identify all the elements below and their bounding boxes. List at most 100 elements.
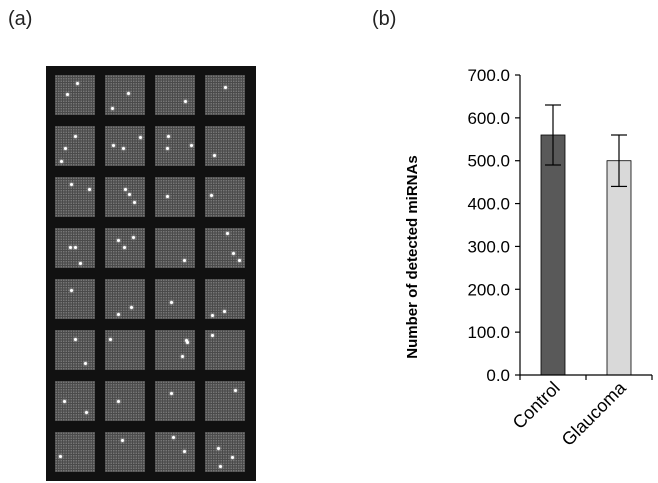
array-spot xyxy=(213,154,216,157)
bar-glaucoma xyxy=(606,160,632,376)
array-spot xyxy=(210,194,213,197)
array-block xyxy=(105,381,145,421)
y-tick-label: 600.0 xyxy=(467,109,510,128)
array-spot xyxy=(130,306,133,309)
array-spot xyxy=(121,439,124,442)
array-spot xyxy=(117,313,120,316)
array-spot xyxy=(183,450,186,453)
array-spot xyxy=(217,447,220,450)
array-block xyxy=(155,177,195,217)
array-spot xyxy=(84,362,87,365)
array-spot xyxy=(123,246,126,249)
array-spot xyxy=(186,341,189,344)
array-spot xyxy=(117,239,120,242)
array-spot xyxy=(211,314,214,317)
array-spot xyxy=(70,183,73,186)
array-spot xyxy=(63,400,66,403)
array-spot xyxy=(60,160,63,163)
array-spot xyxy=(223,310,226,313)
array-block xyxy=(205,126,245,166)
array-block xyxy=(205,330,245,370)
array-spot xyxy=(124,188,127,191)
array-block xyxy=(55,330,95,370)
array-block xyxy=(55,75,95,115)
array-spot xyxy=(85,411,88,414)
array-spot xyxy=(111,107,114,110)
y-tick-label: 300.0 xyxy=(467,237,510,256)
array-block xyxy=(155,228,195,268)
array-block xyxy=(155,381,195,421)
microarray-image xyxy=(46,66,256,481)
array-block xyxy=(105,432,145,472)
array-spot xyxy=(211,334,214,337)
array-spot xyxy=(117,400,120,403)
bar-chart: 0.0 100.0 200.0 300.0 400.0 500.0 600.0 700.0 C… xyxy=(404,66,653,450)
array-spot xyxy=(184,100,187,103)
y-axis-label: Number of detected miRNAs xyxy=(404,155,421,358)
array-block xyxy=(105,279,145,319)
array-spot xyxy=(64,147,67,150)
y-tick-label: 400.0 xyxy=(467,195,510,214)
array-spot xyxy=(127,92,130,95)
array-spot xyxy=(76,82,79,85)
array-spot xyxy=(170,301,173,304)
array-block xyxy=(105,228,145,268)
array-block xyxy=(155,279,195,319)
array-spot xyxy=(109,338,112,341)
array-spot xyxy=(234,389,237,392)
x-tick-label: Control xyxy=(509,378,564,433)
array-block xyxy=(105,75,145,115)
array-block xyxy=(155,330,195,370)
array-block xyxy=(55,177,95,217)
y-tick-label: 700.0 xyxy=(467,66,510,85)
array-spot xyxy=(181,355,184,358)
array-block xyxy=(205,228,245,268)
array-spot xyxy=(139,136,142,139)
y-tick-label: 0.0 xyxy=(486,366,510,385)
array-spot xyxy=(132,236,135,239)
array-spot xyxy=(112,144,115,147)
array-block xyxy=(55,126,95,166)
array-spot xyxy=(66,93,69,96)
array-spot xyxy=(128,193,131,196)
array-block xyxy=(155,75,195,115)
array-spot xyxy=(166,195,169,198)
array-spot xyxy=(170,392,173,395)
array-spot xyxy=(88,188,91,191)
array-spot xyxy=(231,456,234,459)
array-block xyxy=(155,432,195,472)
array-block xyxy=(55,381,95,421)
y-tick-label: 100.0 xyxy=(467,323,510,342)
array-spot xyxy=(70,289,73,292)
array-block xyxy=(205,75,245,115)
array-spot xyxy=(79,262,82,265)
array-block xyxy=(205,432,245,472)
array-spot xyxy=(133,201,136,204)
panel-label-b: (b) xyxy=(372,8,397,30)
array-spot xyxy=(167,135,170,138)
array-block xyxy=(105,126,145,166)
array-block xyxy=(105,330,145,370)
array-spot xyxy=(183,259,186,262)
array-spot xyxy=(172,436,175,439)
array-spot xyxy=(226,232,229,235)
array-block xyxy=(205,279,245,319)
array-spot xyxy=(219,465,222,468)
panel-label-a: (a) xyxy=(8,8,33,30)
array-block xyxy=(55,228,95,268)
array-spot xyxy=(166,147,169,150)
y-tick-label: 500.0 xyxy=(467,152,510,171)
array-spot xyxy=(185,339,188,342)
array-block xyxy=(205,381,245,421)
array-spot xyxy=(59,455,62,458)
bar-control xyxy=(540,134,566,376)
array-block xyxy=(105,177,145,217)
array-spot xyxy=(122,147,125,150)
array-block xyxy=(205,177,245,217)
array-spot xyxy=(74,135,77,138)
array-block xyxy=(55,279,95,319)
array-spot xyxy=(224,86,227,89)
x-tick-label: Glaucoma xyxy=(558,377,631,450)
array-spot xyxy=(69,246,72,249)
array-block xyxy=(55,432,95,472)
